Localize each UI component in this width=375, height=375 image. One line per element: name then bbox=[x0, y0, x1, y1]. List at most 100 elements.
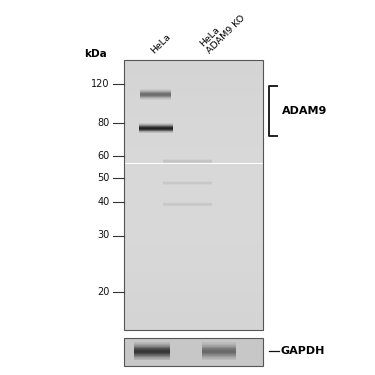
Bar bbox=[134, 348, 170, 349]
Bar bbox=[124, 213, 262, 215]
Bar bbox=[124, 319, 262, 321]
Bar bbox=[124, 74, 262, 76]
Bar bbox=[124, 338, 262, 339]
Bar bbox=[124, 233, 262, 236]
Bar bbox=[124, 139, 262, 141]
Bar bbox=[124, 96, 262, 98]
Bar bbox=[124, 64, 262, 67]
Bar bbox=[124, 67, 262, 69]
Bar bbox=[124, 224, 262, 226]
Bar bbox=[202, 348, 236, 349]
Bar bbox=[124, 202, 262, 204]
Bar bbox=[124, 82, 262, 85]
Bar bbox=[124, 116, 262, 118]
Bar bbox=[124, 215, 262, 217]
Bar bbox=[124, 159, 262, 161]
Bar bbox=[202, 350, 236, 351]
Bar bbox=[124, 80, 262, 82]
Bar bbox=[124, 312, 262, 314]
Bar bbox=[124, 303, 262, 305]
Bar bbox=[124, 60, 262, 330]
Bar bbox=[124, 353, 262, 354]
Text: HeLa
ADAM9 KO: HeLa ADAM9 KO bbox=[198, 6, 248, 56]
Bar bbox=[124, 150, 262, 152]
Bar bbox=[202, 351, 236, 352]
Bar bbox=[124, 363, 262, 364]
Bar bbox=[124, 294, 262, 296]
Bar bbox=[124, 283, 262, 285]
Bar bbox=[124, 128, 262, 130]
Bar bbox=[124, 100, 262, 103]
Bar bbox=[124, 148, 262, 150]
Bar bbox=[202, 359, 236, 360]
Bar bbox=[124, 197, 262, 200]
Bar bbox=[124, 76, 262, 78]
Bar bbox=[124, 267, 262, 269]
Bar bbox=[202, 354, 236, 355]
Bar bbox=[124, 321, 262, 323]
Bar bbox=[124, 347, 262, 348]
Bar bbox=[124, 231, 262, 233]
Bar bbox=[124, 346, 262, 347]
Text: 60: 60 bbox=[97, 151, 109, 160]
Bar bbox=[124, 121, 262, 123]
Bar bbox=[124, 274, 262, 276]
Bar bbox=[202, 346, 236, 347]
Bar bbox=[124, 308, 262, 310]
Text: HeLa: HeLa bbox=[149, 32, 172, 56]
Text: 80: 80 bbox=[97, 118, 109, 128]
Bar bbox=[124, 175, 262, 177]
Bar bbox=[202, 347, 236, 348]
Bar bbox=[124, 87, 262, 89]
Bar bbox=[124, 272, 262, 274]
Bar bbox=[124, 182, 262, 184]
Bar bbox=[124, 179, 262, 182]
Bar bbox=[134, 355, 170, 356]
Bar bbox=[124, 164, 262, 166]
Bar bbox=[124, 285, 262, 287]
Bar bbox=[124, 132, 262, 134]
Bar bbox=[124, 343, 262, 344]
Bar bbox=[124, 351, 262, 352]
Bar bbox=[124, 251, 262, 254]
Bar bbox=[202, 349, 236, 350]
Bar bbox=[124, 143, 262, 146]
Bar bbox=[124, 236, 262, 238]
Bar bbox=[124, 359, 262, 360]
Bar bbox=[134, 358, 170, 359]
Bar bbox=[124, 349, 262, 350]
Bar bbox=[124, 290, 262, 292]
Text: 120: 120 bbox=[91, 80, 110, 89]
Bar bbox=[134, 346, 170, 347]
Bar bbox=[124, 340, 262, 341]
Bar bbox=[202, 356, 236, 357]
Text: GAPDH: GAPDH bbox=[280, 346, 325, 356]
Bar bbox=[124, 141, 262, 143]
Bar bbox=[124, 260, 262, 262]
Bar bbox=[124, 265, 262, 267]
Bar bbox=[124, 229, 262, 231]
Bar bbox=[124, 172, 262, 175]
Bar bbox=[124, 209, 262, 211]
Bar bbox=[134, 357, 170, 358]
Bar bbox=[124, 238, 262, 240]
Bar bbox=[124, 358, 262, 359]
Bar bbox=[124, 328, 262, 330]
Bar bbox=[124, 78, 262, 80]
Bar bbox=[124, 350, 262, 351]
Bar bbox=[134, 342, 170, 343]
Bar bbox=[134, 351, 170, 352]
Bar bbox=[134, 359, 170, 360]
Bar bbox=[124, 157, 262, 159]
Bar bbox=[124, 204, 262, 206]
Bar bbox=[124, 134, 262, 136]
Bar bbox=[124, 92, 262, 94]
Bar bbox=[134, 344, 170, 345]
Bar bbox=[124, 71, 262, 74]
Bar bbox=[124, 184, 262, 186]
Bar bbox=[202, 344, 236, 345]
Bar bbox=[124, 112, 262, 114]
Bar bbox=[124, 254, 262, 256]
Bar bbox=[134, 345, 170, 346]
Bar bbox=[124, 269, 262, 272]
